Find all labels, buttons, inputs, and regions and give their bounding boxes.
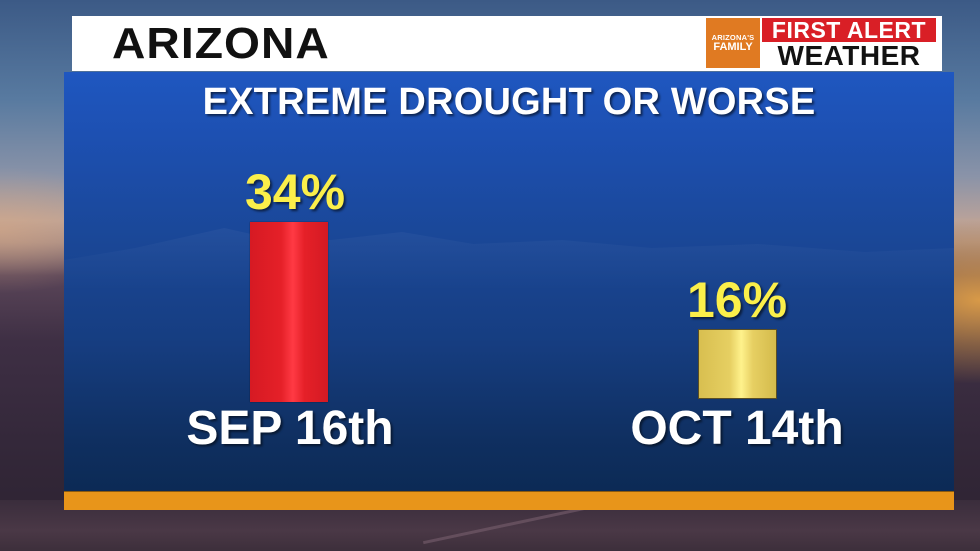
bar-sep-16 (250, 222, 328, 402)
logo-family-line2: FAMILY (713, 40, 753, 53)
chart-panel: EXTREME DROUGHT OR WORSE 34% SEP 16th 16… (64, 72, 954, 491)
value-label-sep: 34% (244, 164, 346, 220)
region-title: ARIZONA (112, 19, 330, 68)
first-alert-logo: FIRST ALERT (762, 18, 936, 42)
category-label-sep: SEP 16th (186, 402, 394, 455)
weather-logo: WEATHER (777, 40, 921, 71)
logo-family-line1: ARIZONA'S (711, 32, 755, 42)
bottom-accent-strip (64, 491, 954, 510)
chart-title: EXTREME DROUGHT OR WORSE (202, 81, 816, 123)
arizonas-family-logo: ARIZONA'S FAMILY (706, 18, 760, 68)
header-bar: ARIZONA ARIZONA'S FAMILY FIRST ALERT WEA… (72, 16, 942, 71)
category-label-oct: OCT 14th (630, 402, 844, 455)
value-label-oct: 16% (686, 272, 788, 328)
bar-oct-14 (698, 329, 777, 399)
